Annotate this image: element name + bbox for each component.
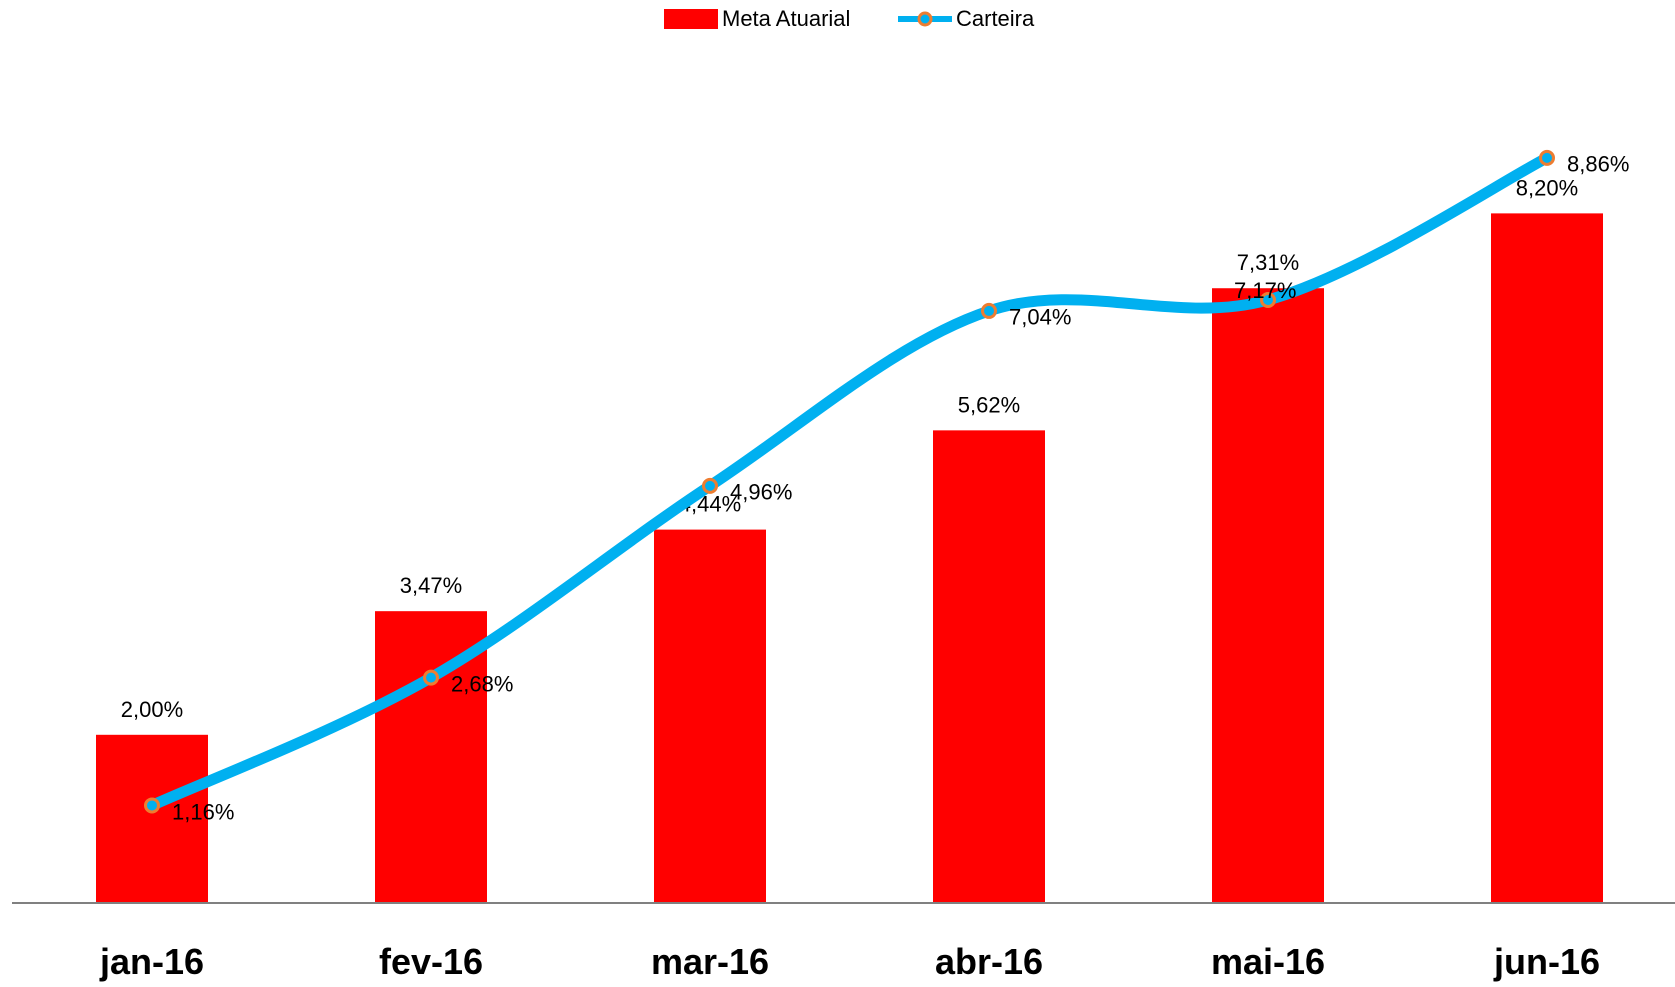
bar-label-jun-16: 8,20%: [1516, 175, 1578, 200]
legend-marker-carteira: [917, 11, 933, 27]
category-label-jun-16: jun-16: [1493, 941, 1600, 982]
line-label-fev-16: 2,68%: [451, 671, 513, 696]
carteira-markers: [144, 149, 1555, 814]
line-label-abr-16: 7,04%: [1009, 305, 1071, 330]
marker-carteira-fev-16: [423, 669, 439, 686]
marker-carteira-jan-16: [144, 797, 160, 814]
marker-carteira-abr-16: [981, 302, 997, 319]
category-label-fev-16: fev-16: [379, 941, 483, 982]
line-label-mar-16: 4,96%: [730, 480, 792, 505]
line-label-jun-16: 8,86%: [1567, 152, 1629, 177]
category-labels: jan-16 fev-16 mar-16 abr-16 mai-16 jun-16: [99, 941, 1600, 982]
carteira-line: [146, 152, 1553, 811]
category-label-mar-16: mar-16: [651, 941, 769, 982]
bar-meta-atuarial-mar-16: [654, 529, 766, 903]
line-label-mai-16: 7,17%: [1234, 278, 1296, 303]
category-label-mai-16: mai-16: [1211, 941, 1325, 982]
line-labels: 1,16% 2,68% 4,96% 7,04% 7,17% 8,86%: [172, 152, 1629, 825]
marker-carteira-jun-16: [1539, 149, 1555, 166]
category-label-abr-16: abr-16: [935, 941, 1043, 982]
bar-label-mai-16: 7,31%: [1237, 250, 1299, 275]
bar-meta-atuarial-jun-16: [1491, 213, 1603, 903]
line-label-jan-16: 1,16%: [172, 799, 234, 824]
bar-labels: 2,00%3,47%4,44%5,62%7,31%8,20%: [121, 175, 1578, 721]
bar-meta-atuarial-jan-16: [96, 734, 208, 903]
legend-label-meta-atuarial: Meta Atuarial: [722, 6, 850, 31]
bar-label-jan-16: 2,00%: [121, 697, 183, 722]
bars: [96, 213, 1603, 903]
legend-swatch-meta-atuarial: [664, 9, 718, 29]
bar-meta-atuarial-mai-16: [1212, 288, 1324, 903]
bar-label-abr-16: 5,62%: [958, 392, 1020, 417]
legend: Meta Atuarial Carteira: [664, 6, 1035, 31]
legend-label-carteira: Carteira: [956, 6, 1035, 31]
category-label-jan-16: jan-16: [99, 941, 204, 982]
bar-meta-atuarial-abr-16: [933, 430, 1045, 903]
marker-carteira-mar-16: [702, 477, 718, 494]
bar-label-fev-16: 3,47%: [400, 573, 462, 598]
marker-carteira-mai-16: [1260, 292, 1276, 309]
